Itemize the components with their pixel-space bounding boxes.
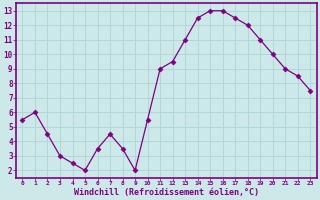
X-axis label: Windchill (Refroidissement éolien,°C): Windchill (Refroidissement éolien,°C) — [74, 188, 259, 197]
